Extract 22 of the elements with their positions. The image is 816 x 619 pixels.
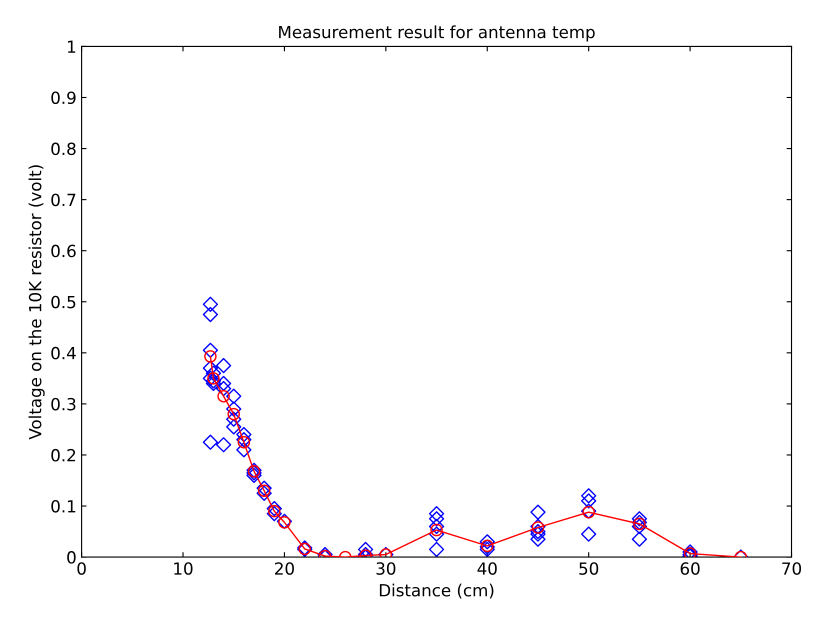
x-tick-label: 20 [275,562,294,575]
y-axis-title: Voltage on the 10K resistor (volt) [28,165,45,440]
y-tick-label: 0.1 [51,500,76,513]
x-tick-label: 40 [477,562,497,575]
y-tick-label: 0.8 [51,142,76,156]
x-tick-label: 0 [77,562,86,575]
y-tick-label: 0.9 [51,91,76,104]
y-tick-label: 0.2 [51,448,76,462]
y-tick-label: 0.4 [51,346,76,360]
chart-title: Measurement result for antenna temp [279,25,595,42]
y-tick-label: 0.7 [51,194,76,206]
y-tick-label: 0 [67,551,76,564]
y-tick-label: 0.6 [51,244,76,258]
x-tick-label: 70 [782,562,802,575]
x-tick-label: 50 [579,562,598,575]
y-tick-label: 0.5 [51,296,76,308]
x-tick-label: 30 [376,562,396,575]
x-tick-label: 10 [174,562,193,575]
y-tick-label: 1 [68,40,76,53]
x-axis-title: Distance (cm) [380,584,494,599]
x-tick-label: 60 [680,562,700,575]
y-tick-label: 0.3 [51,398,76,410]
